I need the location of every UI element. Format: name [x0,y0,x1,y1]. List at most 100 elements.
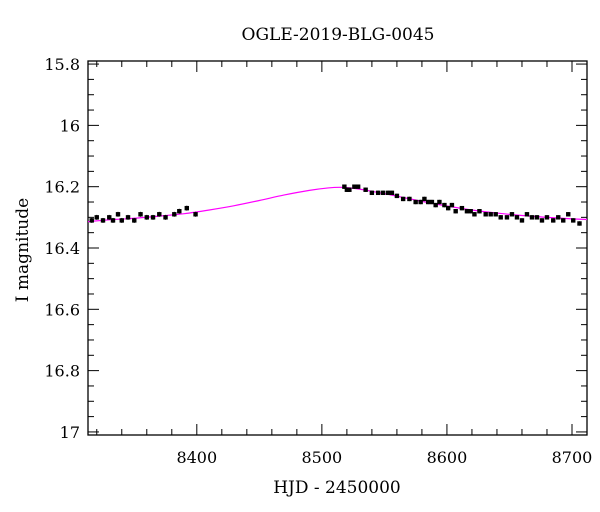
data-point [107,214,112,220]
data-point [172,211,177,217]
point-marker [429,199,435,205]
point-marker [493,212,498,217]
point-marker [107,215,112,220]
data-point [407,196,412,202]
point-marker [504,215,510,220]
point-marker [433,202,438,208]
point-marker [477,209,482,214]
data-point [519,218,525,223]
data-point [352,184,357,189]
point-marker [125,215,131,220]
data-point [551,218,556,223]
point-marker [442,202,447,208]
data-point [514,215,520,220]
x-tick-labels: 8400 8500 8600 8700 [176,448,592,467]
data-point [504,215,510,220]
data-point [425,199,431,205]
data-point [488,212,493,217]
y-tick-label: 16 [60,116,80,135]
data-point [138,211,143,217]
point-marker [355,184,361,189]
point-marker [150,215,156,220]
y-tick-label: 16.4 [44,239,80,258]
point-marker [352,184,357,189]
point-marker [132,218,137,223]
y-axis-label: I magnitude [13,198,33,302]
data-point [544,215,550,220]
point-marker [344,187,350,192]
data-point [177,208,182,214]
data-point [363,187,368,192]
point-marker [509,212,515,217]
x-axis-label: HJD - 2450000 [273,478,401,498]
point-marker [534,215,540,220]
point-marker [464,209,470,214]
data-point [163,214,168,220]
point-marker [488,212,493,217]
data-point [369,190,375,196]
data-point [493,212,498,217]
point-marker [89,218,94,223]
point-marker [172,212,177,217]
data-point [539,218,545,223]
point-marker [551,218,556,223]
point-marker [413,199,418,205]
data-point [394,193,400,199]
point-marker [184,205,189,211]
data-point [184,205,189,211]
point-marker [347,187,352,192]
data-point [524,212,530,217]
data-point [344,187,350,192]
x-tick-label: 8600 [427,448,468,467]
y-tick-label: 15.8 [44,55,80,74]
data-point [418,199,423,205]
point-marker [363,187,368,192]
data-points [89,184,582,226]
data-point [115,211,121,217]
data-point [498,215,503,220]
data-point [375,190,381,196]
point-marker [138,212,143,217]
y-tick-label: 16.2 [44,178,80,197]
y-tick-label: 17 [60,423,80,442]
point-marker [115,212,121,217]
data-point [556,215,561,220]
point-marker [566,212,571,217]
data-point [94,214,99,220]
point-marker [157,212,162,217]
point-marker [453,209,458,214]
x-tick-label: 8500 [302,448,343,467]
point-marker [449,202,455,208]
point-marker [524,212,530,217]
x-tick-label: 8400 [176,448,217,467]
data-point [342,184,347,189]
data-point [477,209,482,214]
data-point [433,202,438,208]
data-point [110,217,116,223]
data-point [413,199,418,205]
data-point [150,214,156,220]
data-point [389,190,395,196]
point-marker [418,199,423,205]
point-marker [389,190,395,196]
model-curve [87,186,588,223]
chart-title: OGLE-2019-BLG-0045 [242,25,435,45]
point-marker [571,218,576,223]
axis-ticks [88,61,587,435]
data-point [355,184,361,189]
point-marker [514,215,520,220]
data-point [449,202,455,208]
data-point [566,212,571,217]
point-marker [100,218,106,223]
point-marker [519,218,525,223]
point-marker [144,215,149,220]
point-marker [400,196,406,202]
point-marker [577,221,582,226]
data-point [464,209,470,214]
point-marker [407,196,412,202]
data-point [529,215,535,220]
data-point [89,217,94,223]
data-point [445,205,451,211]
point-marker [394,193,400,199]
